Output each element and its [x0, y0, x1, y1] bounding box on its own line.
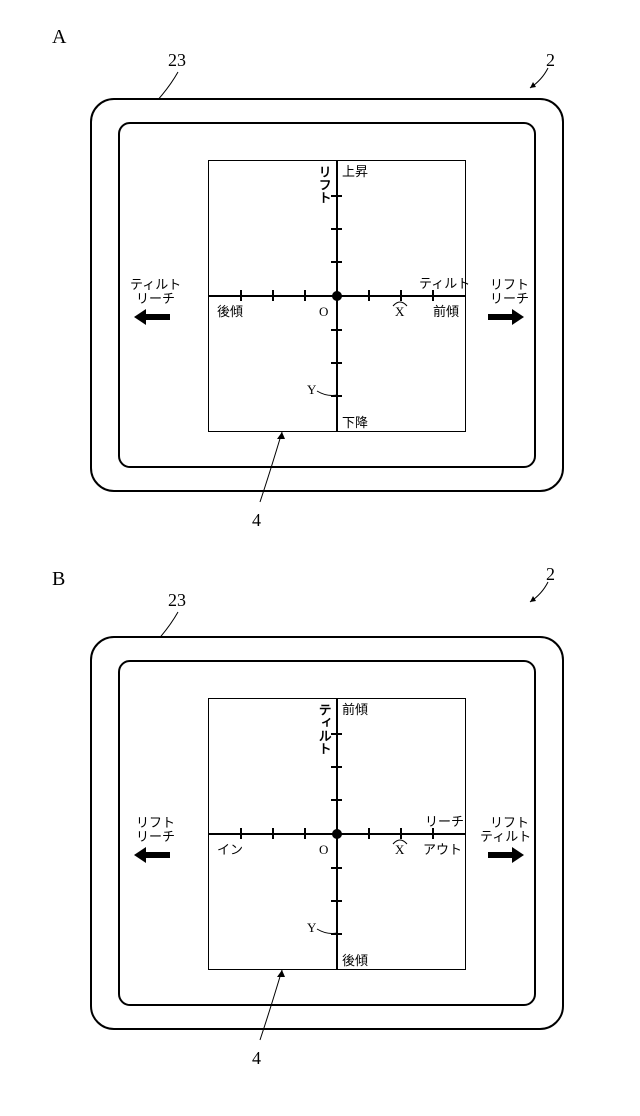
right-btn-line1-a: リフト [490, 278, 529, 292]
right-btn-line1-b: リフト [490, 816, 529, 830]
x-lead-a [393, 300, 407, 308]
bottom-label-a: 下降 [342, 416, 368, 430]
tick-b-xr3 [432, 828, 434, 839]
right-sub-a: 前傾 [433, 305, 459, 319]
origin-dot-b [332, 829, 342, 839]
left-btn-line1-b: リフト [136, 816, 175, 830]
lead-4-a [252, 432, 312, 512]
tick-b-xl2 [272, 828, 274, 839]
left-arrow-b[interactable] [136, 848, 176, 864]
tick-b-yd1 [331, 867, 342, 869]
y-axis-title-a: リフト [317, 165, 331, 204]
origin-label-a: O [319, 305, 328, 319]
origin-label-b: O [319, 843, 328, 857]
callout-4-b: 4 [252, 1048, 261, 1069]
y-axis-title-b: ティルト [317, 703, 331, 755]
right-sub-b: アウト [423, 843, 462, 857]
tick-a-yu2 [331, 228, 342, 230]
callout-23-a: 23 [168, 50, 186, 71]
right-arrow-b[interactable] [484, 848, 524, 864]
right-axis-label-a: ティルト [419, 277, 470, 291]
page: A 23 2 リフト 上昇 下降 ティルト [0, 0, 640, 1116]
left-arrow-a[interactable] [136, 310, 176, 326]
left-sub-a: 後傾 [217, 305, 243, 319]
y-point-label-a: Y [307, 383, 316, 397]
callout-4-a: 4 [252, 510, 261, 531]
tick-b-yu1 [331, 799, 342, 801]
left-btn-line2-a: リーチ [136, 292, 175, 306]
left-btn-line1-a: ティルト [130, 278, 181, 292]
tick-b-yu2 [331, 766, 342, 768]
tick-a-yd1 [331, 329, 342, 331]
tick-a-yu1 [331, 261, 342, 263]
y-lead-b [317, 921, 339, 937]
y-point-label-b: Y [307, 921, 316, 935]
left-btn-line2-b: リーチ [136, 830, 175, 844]
y-lead-a [317, 383, 339, 399]
tick-b-xr1 [368, 828, 370, 839]
lead-2-b [524, 580, 554, 610]
tick-b-yd2 [331, 900, 342, 902]
tick-b-xl1 [304, 828, 306, 839]
panel-label-b: B [52, 568, 65, 591]
plot-a: リフト 上昇 下降 ティルト 前傾 後傾 O X Y [208, 160, 466, 432]
top-label-b: 前傾 [342, 703, 368, 717]
panel-label-a: A [52, 26, 66, 49]
tick-a-xr3 [432, 290, 434, 301]
tick-b-yu3 [331, 733, 342, 735]
tick-a-xl1 [304, 290, 306, 301]
tick-a-xl3 [240, 290, 242, 301]
tick-a-yu3 [331, 195, 342, 197]
x-lead-b [393, 838, 407, 846]
plot-b: ティルト 前傾 後傾 リーチ アウト イン O X Y [208, 698, 466, 970]
left-sub-b: イン [217, 843, 243, 857]
tick-a-xr1 [368, 290, 370, 301]
bottom-label-b: 後傾 [342, 954, 368, 968]
lead-2-a [524, 66, 554, 96]
right-btn-line2-a: リーチ [490, 292, 529, 306]
tick-a-xl2 [272, 290, 274, 301]
right-btn-line2-b: ティルト [480, 830, 531, 844]
tick-a-yd2 [331, 362, 342, 364]
right-axis-label-b: リーチ [425, 815, 464, 829]
tick-b-xl3 [240, 828, 242, 839]
lead-4-b [252, 970, 312, 1050]
origin-dot-a [332, 291, 342, 301]
top-label-a: 上昇 [342, 165, 368, 179]
callout-23-b: 23 [168, 590, 186, 611]
right-arrow-a[interactable] [484, 310, 524, 326]
